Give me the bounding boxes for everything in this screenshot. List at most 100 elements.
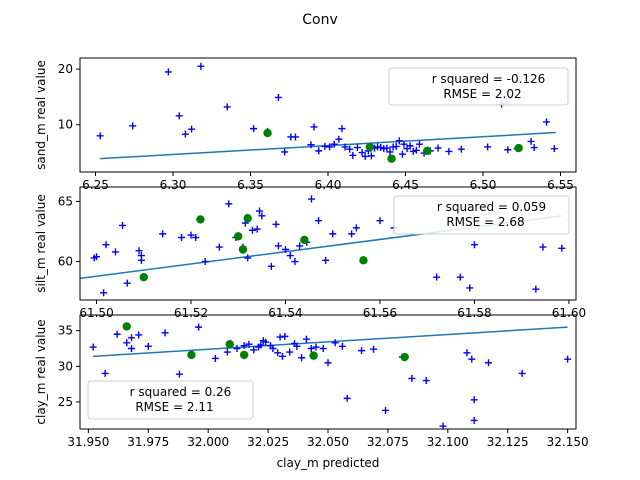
data-point-plus bbox=[286, 252, 294, 260]
data-point-plus bbox=[257, 341, 265, 349]
x-tick-label: 6.40 bbox=[315, 178, 342, 192]
data-point-plus bbox=[310, 123, 318, 131]
data-point-plus bbox=[470, 396, 478, 404]
data-point-plus bbox=[281, 332, 289, 340]
data-point-plus bbox=[278, 352, 286, 360]
data-point-plus bbox=[406, 142, 414, 150]
data-point-plus bbox=[274, 242, 282, 250]
data-point-plus bbox=[383, 144, 391, 152]
data-point-plus bbox=[307, 141, 315, 149]
stats-box bbox=[87, 380, 254, 420]
data-point-plus bbox=[291, 133, 299, 141]
x-tick-label: 32.150 bbox=[547, 435, 589, 449]
data-point-plus bbox=[281, 148, 289, 156]
x-tick-label: 6.25 bbox=[82, 178, 109, 192]
data-point-circle bbox=[196, 215, 205, 224]
x-tick-label: 31.950 bbox=[67, 435, 109, 449]
x-axis-label: clay_m predicted bbox=[277, 456, 380, 470]
data-point-plus bbox=[296, 242, 304, 250]
data-point-plus bbox=[433, 273, 441, 281]
x-tick-label: 32.000 bbox=[187, 435, 229, 449]
data-point-plus bbox=[250, 125, 258, 133]
data-point-plus bbox=[225, 200, 233, 208]
subplot-2: 61.50 61.52 61.54 61.56 61.58 61.60 60 65 silt_m… bbox=[34, 186, 586, 320]
data-point-plus bbox=[135, 331, 143, 339]
data-point-circle bbox=[239, 350, 249, 360]
data-point-plus bbox=[250, 346, 258, 354]
data-point-plus bbox=[543, 118, 551, 126]
data-point-circle bbox=[122, 322, 131, 331]
data-point-plus bbox=[253, 225, 261, 233]
x-tick-label: 61.52 bbox=[174, 306, 208, 320]
data-point-plus bbox=[398, 150, 406, 158]
data-point-plus bbox=[137, 256, 145, 264]
data-point-plus bbox=[338, 125, 346, 133]
data-point-plus bbox=[377, 144, 385, 152]
fit-line bbox=[93, 326, 568, 358]
data-point-plus bbox=[550, 145, 558, 153]
data-point-plus bbox=[466, 284, 474, 292]
data-point-plus bbox=[240, 342, 248, 350]
data-point-circle bbox=[514, 143, 523, 153]
data-point-plus bbox=[352, 224, 360, 232]
data-point-circle bbox=[400, 352, 409, 362]
stats-box bbox=[388, 67, 569, 106]
x-tick-label: 6.35 bbox=[237, 178, 264, 192]
data-point-plus bbox=[215, 243, 223, 251]
data-point-plus bbox=[276, 333, 284, 341]
data-point-plus bbox=[135, 247, 143, 255]
data-point-circle bbox=[263, 128, 272, 138]
data-point-circle bbox=[238, 245, 248, 254]
data-point-plus bbox=[269, 344, 277, 352]
x-tick-label: 61.58 bbox=[457, 306, 491, 320]
data-point-plus bbox=[456, 273, 464, 281]
data-point-plus bbox=[298, 354, 306, 362]
data-point-plus bbox=[245, 340, 253, 348]
data-point-plus bbox=[181, 130, 189, 138]
x-tick-label: 6.45 bbox=[392, 178, 419, 192]
data-point-plus bbox=[330, 140, 338, 148]
y-tick-label: 60 bbox=[58, 255, 73, 269]
data-point-plus bbox=[338, 342, 346, 350]
data-point-plus bbox=[322, 256, 330, 264]
data-point-plus bbox=[386, 148, 394, 156]
data-point-plus bbox=[293, 342, 301, 350]
y-axis-label: sand_m real value bbox=[34, 60, 48, 170]
data-point-plus bbox=[346, 145, 354, 153]
data-point-plus bbox=[201, 258, 209, 266]
data-point-plus bbox=[128, 334, 136, 342]
data-point-plus bbox=[539, 243, 547, 251]
data-point-circle bbox=[365, 142, 375, 152]
data-point-plus bbox=[341, 143, 349, 151]
y-tick-label: 30 bbox=[58, 359, 73, 373]
data-point-plus bbox=[392, 142, 400, 150]
data-point-plus bbox=[400, 140, 408, 148]
y-tick-label: 25 bbox=[58, 395, 73, 409]
data-point-plus bbox=[256, 207, 264, 215]
data-point-plus bbox=[307, 344, 315, 352]
data-point-plus bbox=[211, 354, 219, 362]
data-point-plus bbox=[370, 345, 378, 353]
data-point-plus bbox=[96, 132, 104, 140]
data-point-plus bbox=[123, 339, 131, 347]
data-point-plus bbox=[175, 370, 183, 378]
data-point-plus bbox=[111, 248, 119, 256]
data-point-circle bbox=[187, 350, 196, 360]
data-point-plus bbox=[281, 246, 289, 254]
data-point-plus bbox=[223, 103, 231, 111]
data-point-plus bbox=[93, 253, 101, 261]
data-point-plus bbox=[439, 422, 447, 430]
data-point-plus bbox=[197, 62, 205, 70]
data-point-plus bbox=[367, 152, 375, 160]
data-point-circle bbox=[309, 351, 318, 360]
data-point-plus bbox=[504, 146, 512, 154]
x-tick-label: 32.050 bbox=[307, 435, 349, 449]
data-point-plus bbox=[445, 147, 453, 155]
y-tick-label: 65 bbox=[58, 194, 73, 208]
data-point-plus bbox=[100, 289, 108, 297]
data-point-plus bbox=[463, 349, 471, 357]
x-tick-label: 61.60 bbox=[552, 306, 586, 320]
data-point-plus bbox=[302, 335, 310, 343]
data-point-plus bbox=[485, 359, 493, 367]
